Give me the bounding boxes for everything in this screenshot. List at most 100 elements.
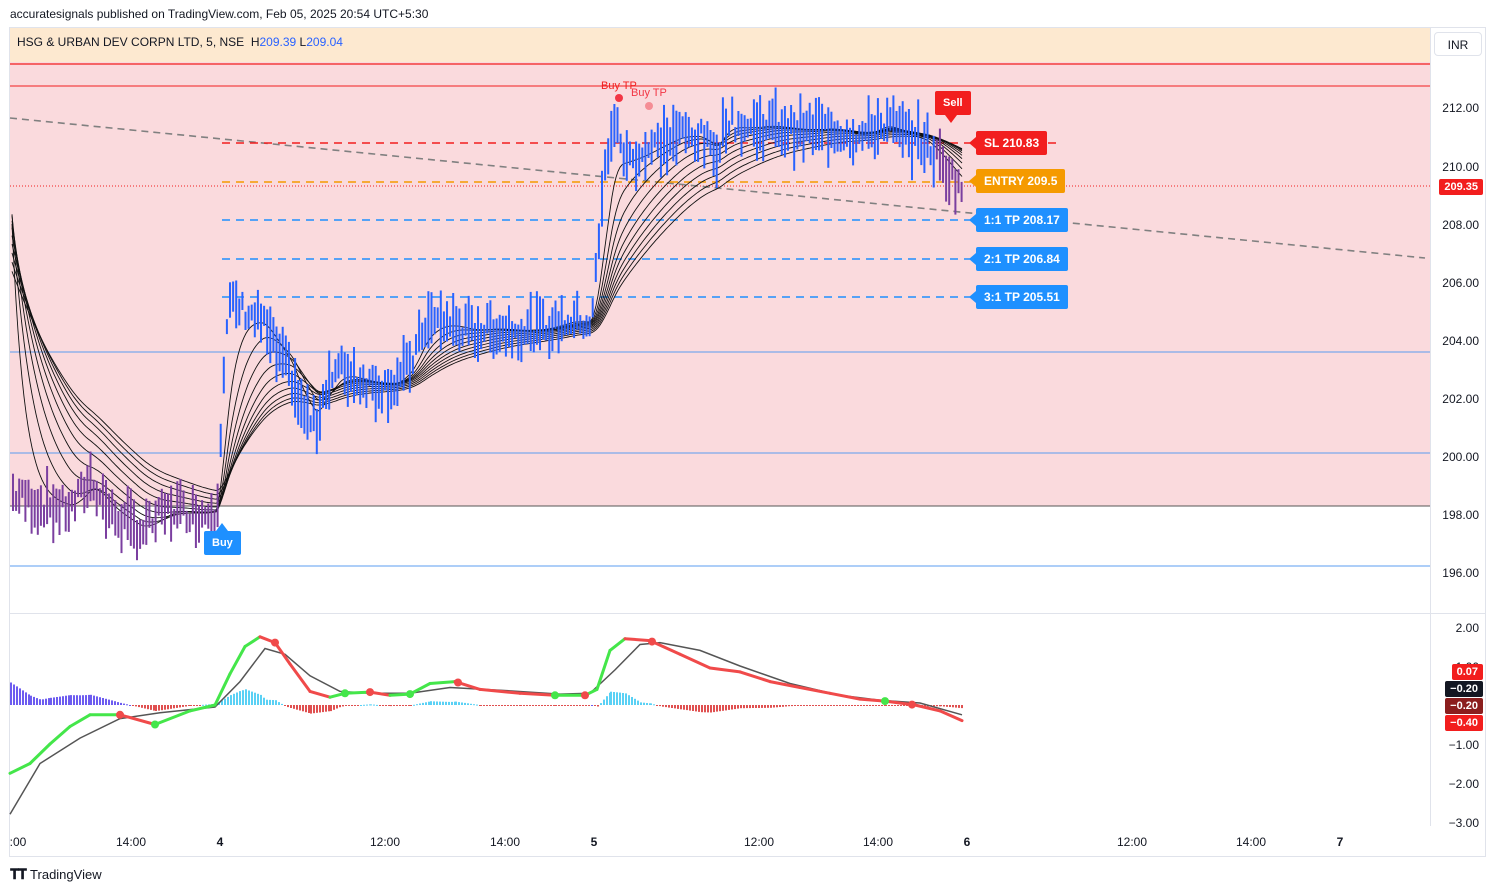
histogram-bar bbox=[147, 705, 149, 710]
price-bar bbox=[188, 513, 191, 533]
histogram-bar bbox=[740, 705, 742, 709]
macd-line-segment bbox=[858, 697, 887, 703]
low-value: 209.04 bbox=[306, 35, 343, 49]
price-bar bbox=[33, 490, 36, 528]
histogram-bar bbox=[53, 697, 55, 705]
histogram-bar bbox=[526, 705, 528, 706]
price-bar bbox=[328, 350, 331, 410]
price-bar bbox=[551, 307, 554, 352]
histogram-bar bbox=[755, 705, 757, 708]
histogram-bar bbox=[940, 705, 942, 707]
histogram-bar bbox=[513, 705, 515, 706]
histogram-bar bbox=[610, 691, 612, 705]
macd-line-segment bbox=[913, 703, 942, 713]
price-bar bbox=[136, 520, 138, 561]
price-bar bbox=[765, 119, 768, 141]
price-bar bbox=[89, 451, 92, 502]
price-bar bbox=[325, 379, 328, 409]
price-bar bbox=[126, 485, 129, 540]
histogram-bar bbox=[82, 695, 84, 705]
price-bar bbox=[845, 119, 848, 147]
price-bar bbox=[436, 307, 439, 328]
price-bar bbox=[659, 127, 662, 178]
histogram-bar bbox=[42, 699, 44, 705]
price-bar bbox=[43, 504, 45, 528]
price-bar bbox=[322, 384, 324, 408]
histogram-bar bbox=[205, 704, 207, 706]
time-tick: 12:00 bbox=[1116, 835, 1148, 849]
price-bar bbox=[439, 290, 442, 350]
price-bar bbox=[272, 317, 275, 353]
buy-signal[interactable]: Buy bbox=[204, 531, 241, 555]
histogram-bar bbox=[428, 701, 430, 705]
price-bar bbox=[294, 358, 297, 418]
histogram-bar bbox=[10, 682, 12, 705]
time-axis[interactable]: :00 14:00 4 12:00 14:00 5 12:00 14:00 6 … bbox=[10, 826, 1430, 856]
histogram-bar bbox=[88, 694, 90, 705]
price-tick: 196.00 bbox=[1442, 566, 1479, 580]
price-bar bbox=[477, 306, 479, 362]
price-bar bbox=[672, 104, 675, 162]
cross-marker bbox=[908, 700, 916, 709]
histogram-bar bbox=[455, 701, 457, 705]
histogram-bar bbox=[476, 704, 478, 706]
tradingview-branding[interactable]: 𝐓𝐓 TradingView bbox=[10, 866, 102, 883]
histogram-bar bbox=[30, 695, 32, 705]
price-bar bbox=[923, 122, 926, 173]
price-bar bbox=[256, 289, 259, 330]
histogram-bar bbox=[316, 705, 318, 713]
histogram-bar bbox=[761, 705, 763, 708]
histogram-bar bbox=[833, 705, 835, 706]
histogram-bar bbox=[842, 705, 844, 706]
price-bar bbox=[517, 324, 520, 361]
time-tick: 12:00 bbox=[369, 835, 401, 849]
price-bar bbox=[635, 141, 638, 192]
currency-button[interactable]: INR bbox=[1434, 32, 1482, 56]
price-bar bbox=[315, 409, 318, 455]
price-bar bbox=[728, 120, 731, 136]
price-bar bbox=[821, 103, 824, 151]
tp3-pointer-icon bbox=[969, 291, 976, 303]
price-bar bbox=[694, 129, 696, 162]
price-tick: 198.00 bbox=[1442, 508, 1479, 522]
price-bar bbox=[399, 361, 402, 388]
histogram-bar bbox=[167, 705, 169, 710]
price-bar bbox=[508, 305, 510, 347]
macd-line-segment bbox=[595, 648, 612, 691]
price-bar bbox=[275, 326, 278, 383]
pane-divider[interactable] bbox=[10, 613, 1486, 614]
histogram-bar bbox=[313, 705, 315, 714]
price-bar bbox=[898, 105, 901, 148]
price-bar bbox=[157, 497, 160, 516]
price-bar bbox=[867, 95, 870, 149]
histogram-bar bbox=[653, 704, 655, 706]
price-bar bbox=[743, 115, 746, 142]
price-bar bbox=[101, 473, 104, 520]
sell-arrow-icon bbox=[945, 115, 957, 123]
tp1-pointer-icon bbox=[969, 214, 976, 226]
histogram-bar bbox=[570, 705, 572, 706]
histogram-bar bbox=[668, 705, 670, 708]
price-bar bbox=[58, 489, 61, 535]
price-axis[interactable]: 212.00 210.00 208.00 206.00 204.00 202.0… bbox=[1430, 28, 1487, 830]
histogram-bar bbox=[22, 690, 24, 705]
price-bar bbox=[64, 496, 67, 532]
histogram-bar bbox=[470, 703, 472, 705]
price-bar bbox=[929, 146, 932, 166]
price-bar bbox=[749, 118, 752, 135]
histogram-bar bbox=[671, 705, 673, 708]
price-bar bbox=[783, 106, 786, 158]
price-bar bbox=[824, 113, 827, 131]
sell-signal[interactable]: Sell bbox=[935, 91, 971, 115]
price-bar bbox=[861, 121, 864, 151]
histogram-bar bbox=[637, 700, 639, 705]
price-bar bbox=[154, 500, 157, 543]
price-bars bbox=[12, 87, 963, 561]
signal-line bbox=[9, 641, 963, 815]
histogram-bar bbox=[62, 696, 64, 705]
price-bar bbox=[353, 347, 355, 403]
price-bar bbox=[601, 170, 603, 227]
price-bar bbox=[458, 308, 461, 352]
symbol-legend[interactable]: HSG & URBAN DEV CORPN LTD, 5, NSE H209.3… bbox=[17, 35, 343, 49]
